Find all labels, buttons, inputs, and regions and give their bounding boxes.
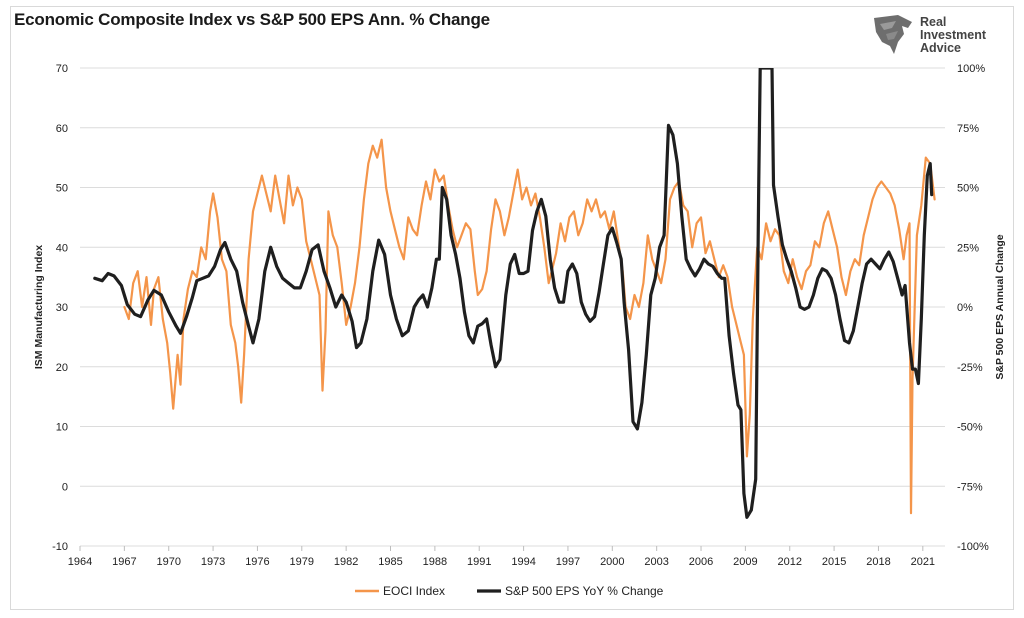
chart-frame bbox=[10, 6, 1014, 610]
x-tick-label: 2021 bbox=[911, 556, 935, 568]
y-left-tick-label: 20 bbox=[56, 362, 68, 374]
x-tick-label: 1997 bbox=[556, 556, 580, 568]
chart-title: Economic Composite Index vs S&P 500 EPS … bbox=[14, 10, 490, 29]
y-left-tick-label: 30 bbox=[56, 302, 68, 314]
x-tick-label: 2003 bbox=[644, 556, 668, 568]
x-tick-label: 1976 bbox=[245, 556, 269, 568]
logo-line-2: Investment bbox=[920, 28, 986, 42]
legend: EOCI Index S&P 500 EPS YoY % Change bbox=[355, 584, 664, 598]
y-right-tick-label: 100% bbox=[957, 63, 985, 75]
logo-wordmark: Real Investment Advice bbox=[920, 16, 986, 55]
y-axis-right-label: S&P 500 EPS Annual Change bbox=[994, 234, 1006, 379]
x-tick-label: 1973 bbox=[201, 556, 225, 568]
y-left-tick-label: 0 bbox=[62, 481, 68, 493]
x-tick-label: 2006 bbox=[689, 556, 713, 568]
y-left-tick-label: -10 bbox=[52, 541, 68, 553]
x-tick-label: 2000 bbox=[600, 556, 624, 568]
y-left-tick-label: 70 bbox=[56, 63, 68, 75]
y-right-tick-label: -75% bbox=[957, 481, 983, 493]
x-tick-label: 2012 bbox=[778, 556, 802, 568]
x-tick-label: 1991 bbox=[467, 556, 491, 568]
y-right-tick-label: -25% bbox=[957, 362, 983, 374]
legend-eoci-label: EOCI Index bbox=[383, 584, 445, 598]
x-tick-label: 1979 bbox=[290, 556, 314, 568]
y-axis-left-label: ISM Manufacturing Index bbox=[33, 245, 45, 369]
y-left-tick-label: 60 bbox=[56, 123, 68, 135]
x-tick-label: 2018 bbox=[866, 556, 890, 568]
y-right-tick-label: 50% bbox=[957, 183, 979, 195]
y-left-tick-label: 40 bbox=[56, 242, 68, 254]
series-line-eps bbox=[93, 68, 934, 519]
y-right-tick-label: 75% bbox=[957, 123, 979, 135]
x-tick-label: 2009 bbox=[733, 556, 757, 568]
x-tick-label: 1988 bbox=[423, 556, 447, 568]
legend-eps-label: S&P 500 EPS YoY % Change bbox=[505, 584, 664, 598]
legend-eps: S&P 500 EPS YoY % Change bbox=[477, 584, 664, 598]
gridlines bbox=[79, 67, 945, 551]
x-tick-label: 1985 bbox=[378, 556, 402, 568]
series-line-eoci bbox=[123, 138, 936, 515]
y-left-tick-label: 50 bbox=[56, 183, 68, 195]
y-right-tick-label: 25% bbox=[957, 242, 979, 254]
logo-line-1: Real bbox=[920, 15, 947, 29]
x-tick-label: 1967 bbox=[112, 556, 136, 568]
x-tick-label: 1964 bbox=[68, 556, 92, 568]
logo-line-3: Advice bbox=[920, 41, 961, 55]
bull-logo-icon bbox=[874, 15, 912, 54]
x-tick-label: 1970 bbox=[156, 556, 180, 568]
y-right-tick-label: -100% bbox=[957, 541, 989, 553]
y-right-tick-label: 0% bbox=[957, 302, 973, 314]
x-tick-label: 2015 bbox=[822, 556, 846, 568]
brand-logo: Real Investment Advice bbox=[868, 12, 1008, 60]
tick-labels: -10 0 10 20 30 40 50 60 70 -100% -75% -50% -25% 0% 25%… bbox=[52, 63, 989, 568]
series-lines bbox=[93, 68, 936, 519]
y-left-tick-label: 10 bbox=[56, 422, 68, 434]
y-right-tick-label: -50% bbox=[957, 422, 983, 434]
x-tick-label: 1982 bbox=[334, 556, 358, 568]
legend-eoci: EOCI Index bbox=[355, 584, 445, 598]
x-tick-label: 1994 bbox=[511, 556, 535, 568]
